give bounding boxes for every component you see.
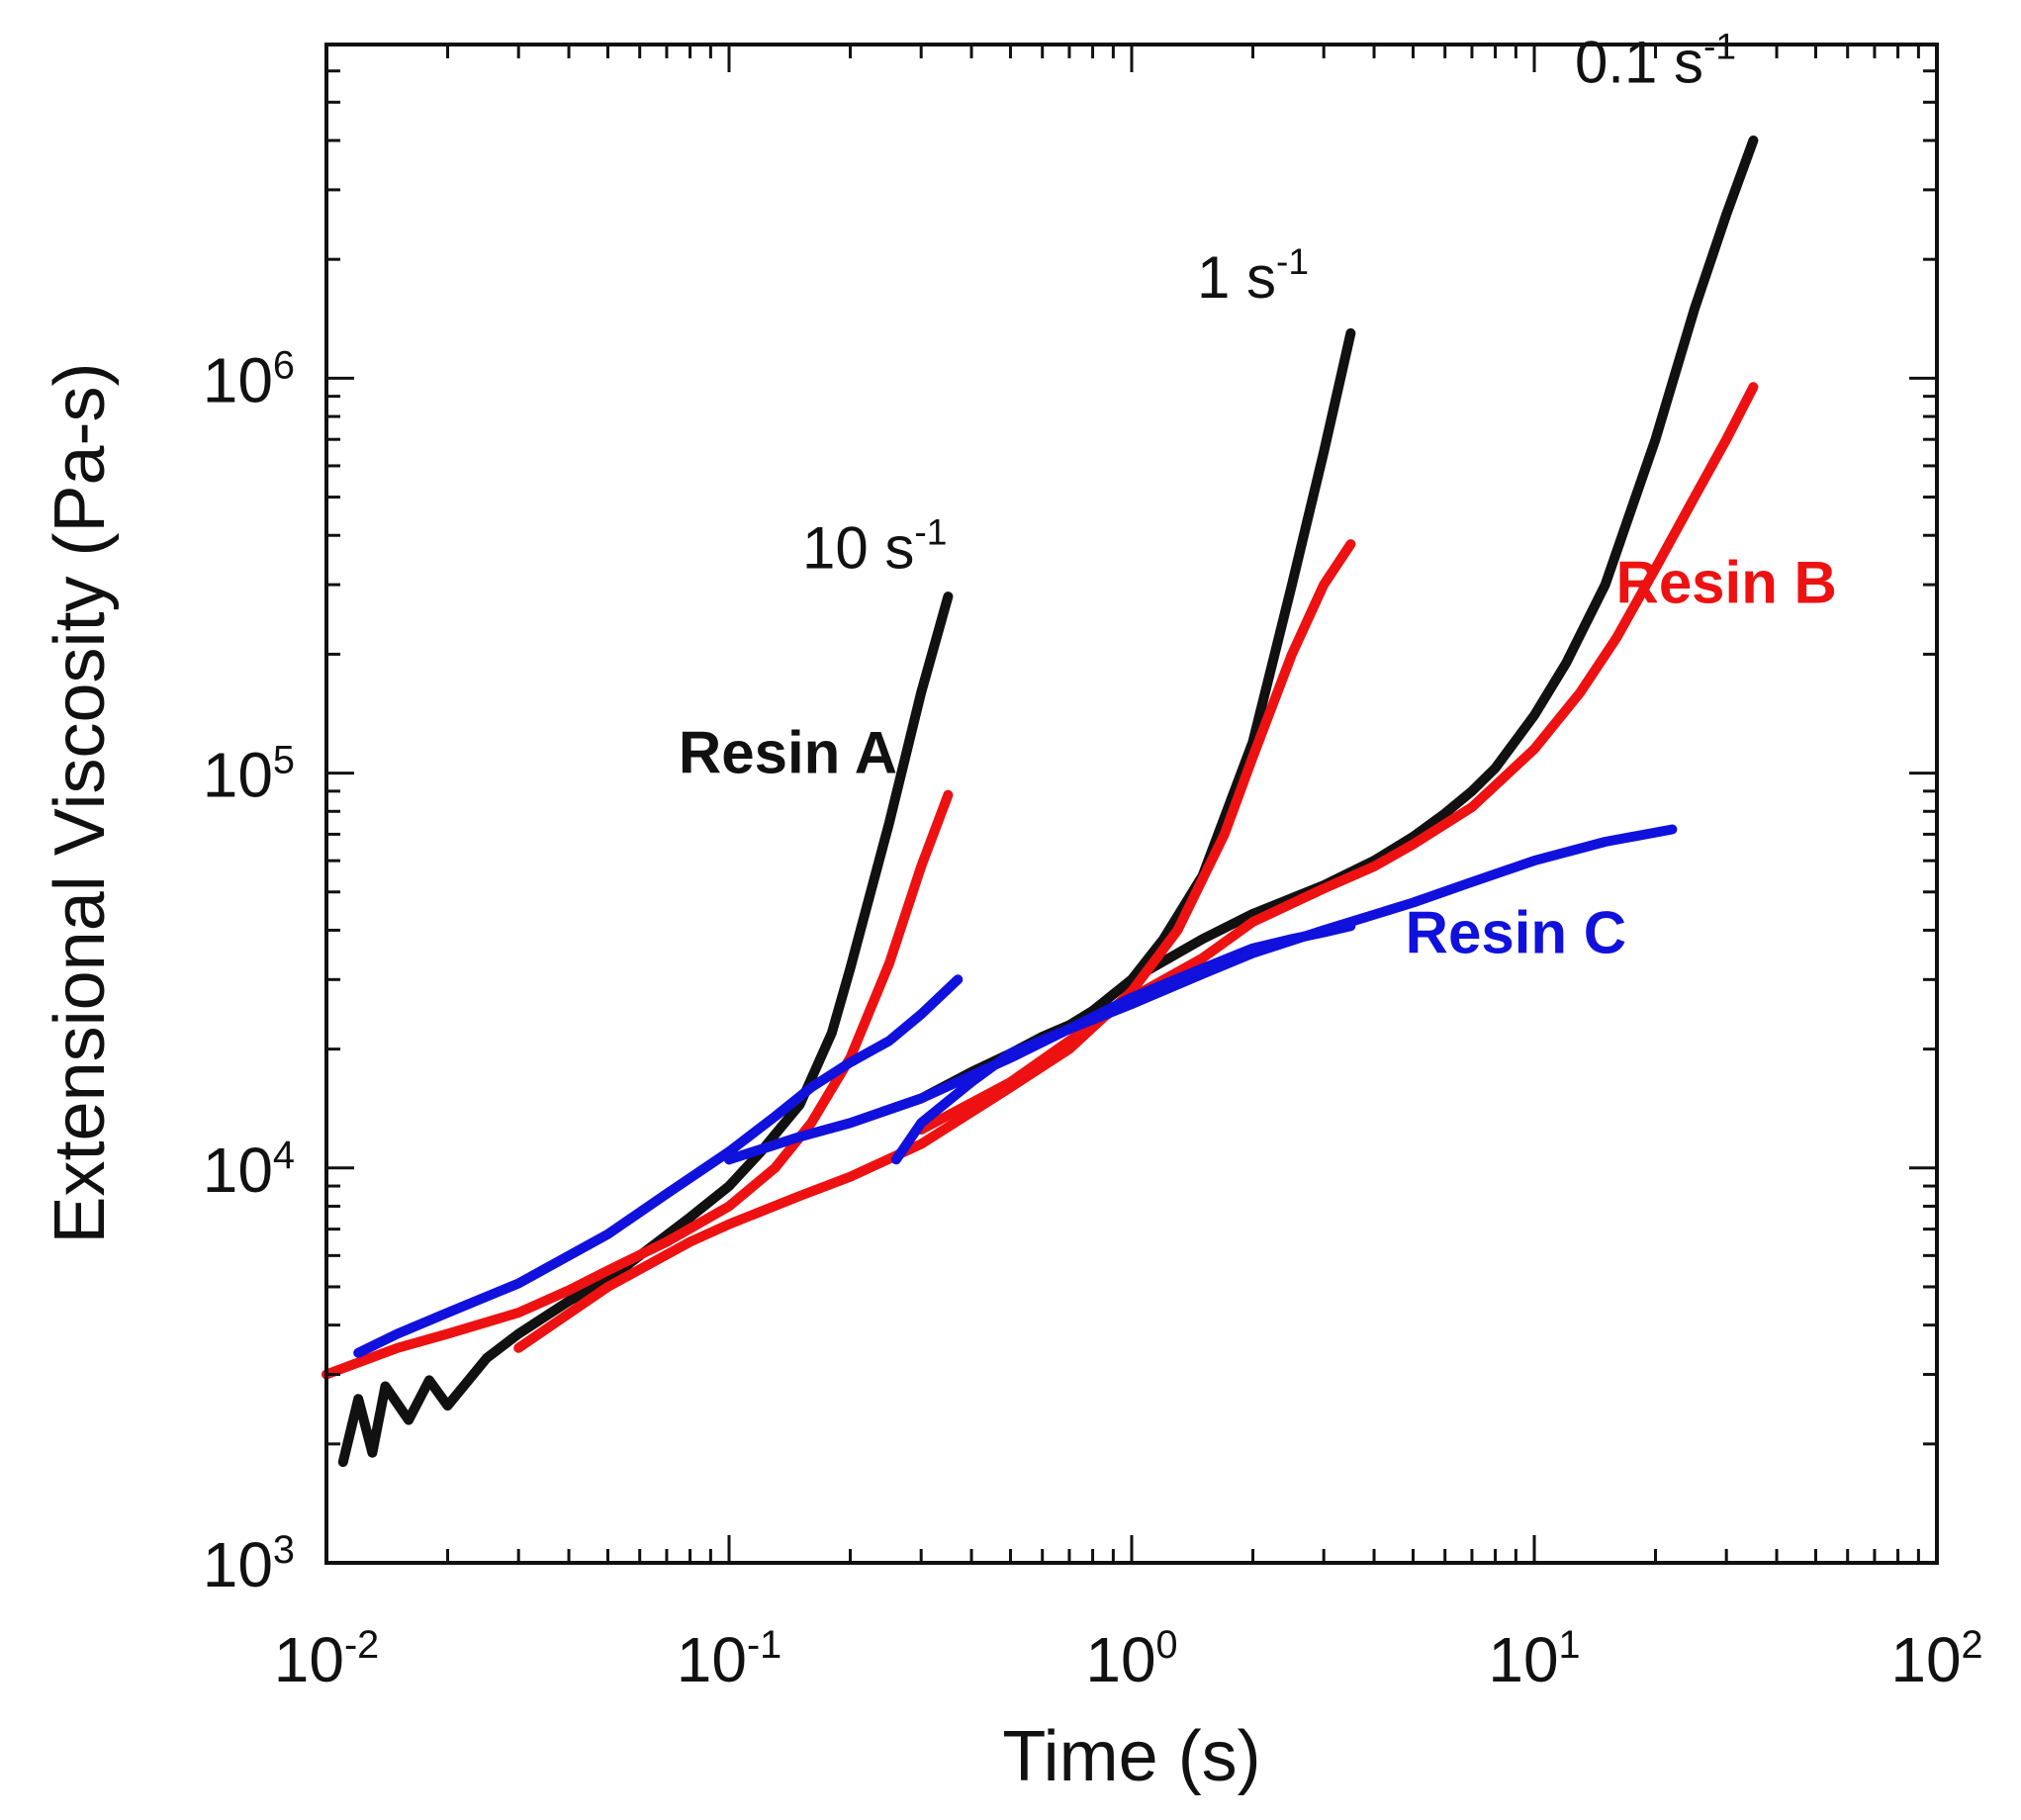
legend-label-resin-c: Resin C [1406,900,1626,966]
x-tick-label: 10-2 [274,1623,379,1695]
rate-label-base: 0.1 s [1575,30,1703,96]
y-tick-label-base: 10 [203,344,273,415]
rate-label: 1 s-1 [1197,240,1309,311]
x-tick-label-base: 10 [1085,1624,1155,1695]
tick-marks-group [324,43,1939,1565]
x-tick-label-base: 10 [1488,1624,1558,1695]
x-tick-label: 10-1 [677,1623,781,1695]
y-tick-label: 106 [203,343,295,415]
y-tick-label-base: 10 [203,1529,273,1600]
x-tick-label-exponent: 1 [1559,1623,1581,1667]
series-line-3 [1127,136,1759,985]
x-tick-label-base: 10 [274,1624,344,1695]
x-tick-label-exponent: 0 [1156,1623,1178,1667]
x-axis-title: Time (s) [1002,1717,1260,1796]
y-tick-label-exponent: 4 [273,1134,295,1177]
series-line-5 [513,539,1356,1353]
series-line-1 [337,592,954,1468]
y-tick-label-exponent: 6 [273,343,295,387]
x-tick-label-base: 10 [1890,1624,1961,1695]
x-tick-label: 101 [1488,1623,1580,1695]
y-tick-label-exponent: 5 [273,739,295,782]
x-tick-label-base: 10 [677,1624,747,1695]
x-tick-label-exponent: -1 [747,1623,781,1667]
series-line-6 [916,382,1759,1136]
rate-label: 10 s-1 [802,511,948,582]
rate-label-exponent: -1 [914,511,947,553]
y-tick-label-base: 10 [203,740,273,811]
y-tick-label: 104 [203,1134,295,1206]
y-tick-label: 105 [203,739,295,811]
x-tick-label-exponent: -2 [344,1623,379,1667]
rate-label-base: 10 s [802,515,914,582]
series-line-7 [353,974,964,1358]
legend-label-resin-b: Resin B [1615,549,1836,615]
x-tick-label: 102 [1890,1623,1982,1695]
y-axis-title: Extensional Viscosity (Pa-s) [41,363,120,1244]
x-tick-label-exponent: 2 [1962,1623,1983,1667]
series-line-4 [322,789,954,1380]
rate-label: 0.1 s-1 [1575,26,1736,96]
y-tick-label: 103 [203,1528,295,1600]
x-tick-label: 100 [1085,1623,1177,1695]
legend-label-resin-a: Resin A [679,720,897,786]
series-group [322,136,1759,1468]
plot-frame [324,43,1939,1565]
rate-label-base: 1 s [1197,244,1276,311]
y-tick-label-base: 10 [203,1135,273,1206]
series-line-9 [890,824,1678,1165]
y-tick-label-exponent: 3 [273,1528,295,1572]
rate-label-exponent: -1 [1276,240,1309,282]
rate-label-exponent: -1 [1703,26,1736,67]
